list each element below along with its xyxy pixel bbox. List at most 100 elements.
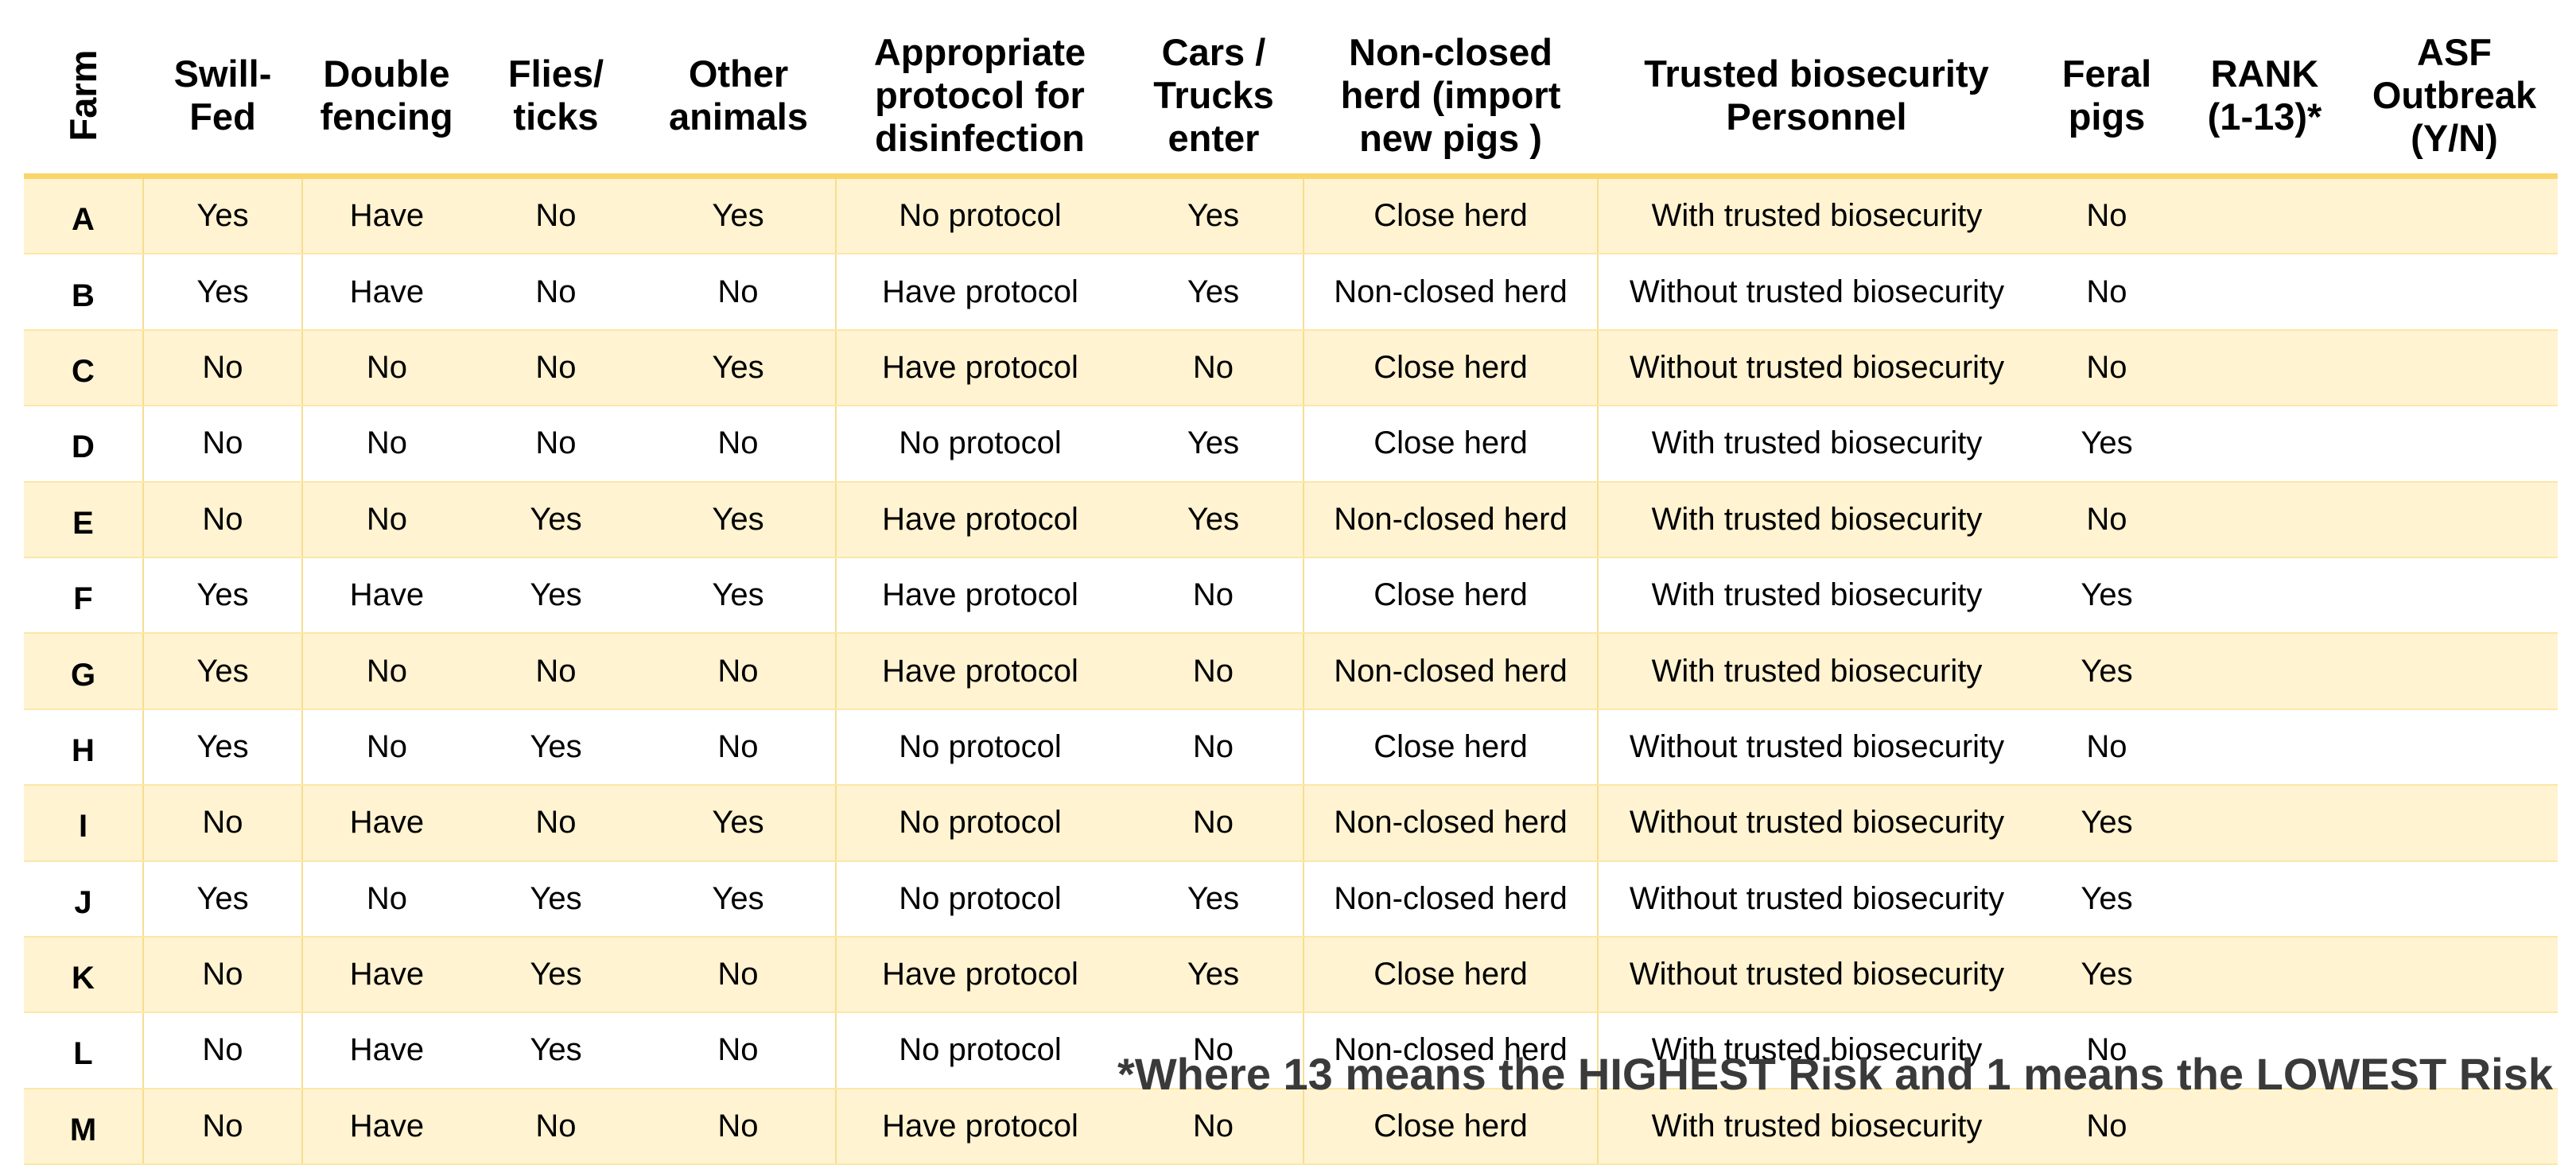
cell-flies-ticks: Yes: [471, 481, 641, 558]
cell-asf-outbreak[interactable]: [2351, 557, 2558, 635]
farm-biosecurity-sheet: Farm Swill- Fed Double fencing Flies/ticks Oth…: [24, 17, 2558, 1165]
cell-double-fencing: No: [302, 633, 471, 710]
cell-asf-outbreak[interactable]: [2351, 254, 2558, 331]
rank-footnote: *Where 13 means the HIGHEST Risk and 1 m…: [1117, 1049, 2553, 1099]
header-non-closed-herd-line: herd (import: [1340, 74, 1561, 116]
header-cars-trucks-enter-line: enter: [1168, 117, 1260, 159]
cell-feral-pigs: Yes: [2035, 860, 2178, 938]
cell-flies-ticks: No: [471, 254, 641, 331]
cell-swill-fed: Yes: [143, 860, 303, 938]
header-flies-ticks-line: ticks: [513, 95, 599, 138]
cell-swill-fed: No: [143, 785, 303, 862]
table-row: E No No Yes Yes Have protocol Yes Non-closed he…: [24, 481, 2558, 558]
cell-rank[interactable]: [2178, 481, 2351, 558]
cell-double-fencing: No: [302, 481, 471, 558]
cell-trusted-biosecurity-personnel: With trusted biosecurity: [1598, 481, 2035, 558]
header-asf-outbreak-line: Outbreak: [2372, 74, 2537, 116]
cell-disinfection-protocol: No protocol: [836, 785, 1124, 862]
cell-rank[interactable]: [2178, 633, 2351, 710]
table-row: L No Have Yes No No protocol No Non-closed herd…: [24, 1012, 2558, 1089]
cell-trusted-biosecurity-personnel: With trusted biosecurity: [1598, 633, 2035, 710]
cell-feral-pigs: Yes: [2035, 936, 2178, 1014]
cell-farm: G: [24, 633, 144, 710]
cell-other-animals: Yes: [641, 329, 837, 407]
cell-disinfection-protocol: Have protocol: [836, 254, 1124, 331]
cell-feral-pigs: No: [2035, 709, 2178, 786]
cell-feral-pigs: No: [2035, 254, 2178, 331]
cell-asf-outbreak[interactable]: [2351, 481, 2558, 558]
table-row: B Yes Have No No Have protocol Yes Non-closed h…: [24, 254, 2558, 331]
cell-trusted-biosecurity-personnel: With trusted biosecurity: [1598, 176, 2035, 255]
cell-other-animals: No: [641, 1088, 837, 1165]
cell-other-animals: No: [641, 406, 837, 483]
cell-non-closed-herd: Close herd: [1304, 176, 1599, 255]
cell-double-fencing: Have: [302, 557, 471, 635]
cell-farm: F: [24, 557, 144, 635]
cell-asf-outbreak[interactable]: [2351, 1012, 2558, 1089]
cell-asf-outbreak[interactable]: [2351, 633, 2558, 710]
cell-swill-fed: Yes: [143, 709, 303, 786]
cell-swill-fed: Yes: [143, 254, 303, 331]
header-trusted-biosecurity-personnel-line: Personnel: [1726, 95, 1907, 138]
cell-rank[interactable]: [2178, 1012, 2351, 1089]
cell-non-closed-herd: Close herd: [1304, 557, 1599, 635]
cell-rank[interactable]: [2178, 860, 2351, 938]
cell-other-animals: No: [641, 633, 837, 710]
cell-asf-outbreak[interactable]: [2351, 860, 2558, 938]
cell-trusted-biosecurity-personnel: With trusted biosecurity: [1598, 557, 2035, 635]
header-farm-label: Farm: [62, 49, 104, 142]
cell-asf-outbreak[interactable]: [2351, 406, 2558, 483]
cell-rank[interactable]: [2178, 176, 2351, 255]
cell-rank[interactable]: [2178, 557, 2351, 635]
header-disinfection-protocol: Appropriate protocol for disinfection: [836, 17, 1124, 179]
cell-trusted-biosecurity-personnel: Without trusted biosecurity: [1598, 329, 2035, 407]
cell-cars-trucks-enter: Yes: [1124, 936, 1304, 1014]
cell-rank[interactable]: [2178, 406, 2351, 483]
cell-non-closed-herd: Close herd: [1304, 406, 1599, 483]
cell-disinfection-protocol: Have protocol: [836, 633, 1124, 710]
cell-cars-trucks-enter: No: [1124, 1012, 1304, 1089]
cell-flies-ticks: Yes: [471, 709, 641, 786]
cell-feral-pigs: No: [2035, 176, 2178, 255]
cell-swill-fed: Yes: [143, 176, 303, 255]
cell-flies-ticks: No: [471, 1088, 641, 1165]
header-other-animals-line: Other: [688, 52, 789, 95]
cell-feral-pigs: Yes: [2035, 406, 2178, 483]
cell-rank[interactable]: [2178, 254, 2351, 331]
cell-other-animals: No: [641, 936, 837, 1014]
cell-flies-ticks: Yes: [471, 860, 641, 938]
cell-flies-ticks: No: [471, 406, 641, 483]
cell-asf-outbreak[interactable]: [2351, 329, 2558, 407]
header-swill-fed: Swill- Fed: [143, 17, 302, 179]
cell-asf-outbreak[interactable]: [2351, 936, 2558, 1014]
cell-other-animals: No: [641, 709, 837, 786]
cell-feral-pigs: No: [2035, 1012, 2178, 1089]
cell-swill-fed: No: [143, 329, 303, 407]
cell-double-fencing: No: [302, 329, 471, 407]
cell-asf-outbreak[interactable]: [2351, 785, 2558, 862]
cell-farm: C: [24, 329, 144, 407]
cell-feral-pigs: No: [2035, 329, 2178, 407]
cell-swill-fed: No: [143, 406, 303, 483]
cell-disinfection-protocol: Have protocol: [836, 557, 1124, 635]
cell-farm: K: [24, 936, 144, 1014]
cell-trusted-biosecurity-personnel: With trusted biosecurity: [1598, 406, 2035, 483]
cell-rank[interactable]: [2178, 936, 2351, 1014]
header-non-closed-herd: Non-closed herd (import new pigs ): [1304, 17, 1598, 179]
header-feral-pigs-line: pigs: [2068, 95, 2146, 138]
cell-rank[interactable]: [2178, 785, 2351, 862]
cell-asf-outbreak[interactable]: [2351, 709, 2558, 786]
header-disinfection-protocol-line: disinfection: [875, 117, 1085, 159]
cell-farm: J: [24, 860, 144, 938]
cell-trusted-biosecurity-personnel: Without trusted biosecurity: [1598, 254, 2035, 331]
cell-other-animals: Yes: [641, 176, 837, 255]
cell-asf-outbreak[interactable]: [2351, 176, 2558, 255]
cell-rank[interactable]: [2178, 709, 2351, 786]
header-swill-fed-line: Fed: [189, 95, 256, 138]
cell-double-fencing: Have: [302, 936, 471, 1014]
cell-other-animals: Yes: [641, 785, 837, 862]
cell-non-closed-herd: Non-closed herd: [1304, 633, 1599, 710]
cell-rank[interactable]: [2178, 329, 2351, 407]
cell-non-closed-herd: Non-closed herd: [1304, 785, 1599, 862]
cell-farm: M: [24, 1088, 144, 1165]
